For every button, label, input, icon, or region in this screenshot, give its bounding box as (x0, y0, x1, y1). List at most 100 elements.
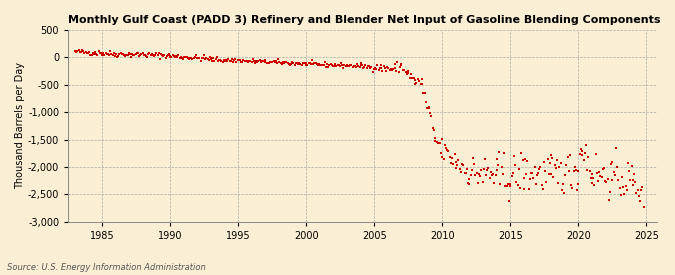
Point (126, 55, 136, 59)
Point (306, 61, 317, 66)
Point (561, 163, 572, 167)
Point (496, 164, 507, 169)
Point (338, 65, 349, 70)
Point (219, 59, 230, 64)
Point (358, 66, 369, 71)
Point (545, 161, 556, 166)
Point (567, 185, 578, 190)
Point (434, 141, 445, 145)
Point (531, 182, 541, 186)
Point (423, 105, 434, 109)
Point (348, 64, 359, 68)
Point (244, 59, 254, 63)
Point (479, 157, 490, 161)
Point (80, 49, 91, 54)
Point (260, 57, 271, 62)
Point (151, 51, 162, 55)
Point (158, 54, 169, 58)
Point (92, 53, 103, 57)
Point (209, 59, 220, 64)
Point (266, 59, 277, 64)
Point (172, 54, 183, 59)
Point (509, 154, 520, 158)
Point (298, 61, 308, 65)
Point (205, 55, 215, 60)
Point (410, 81, 421, 86)
Point (518, 187, 529, 191)
Point (493, 163, 504, 167)
Point (303, 61, 314, 66)
Point (79, 51, 90, 55)
Point (288, 61, 299, 65)
Point (318, 62, 329, 67)
Point (140, 54, 151, 59)
Point (416, 82, 427, 87)
Point (545, 172, 556, 177)
Point (109, 53, 120, 58)
Point (350, 64, 360, 68)
Point (138, 53, 149, 58)
Point (495, 182, 506, 186)
Point (444, 154, 455, 159)
Point (574, 152, 585, 156)
Point (237, 60, 248, 64)
Point (82, 51, 93, 55)
Point (562, 155, 573, 159)
Point (142, 54, 153, 59)
Point (539, 160, 549, 164)
Point (549, 163, 560, 167)
Point (404, 76, 415, 80)
Point (619, 191, 630, 196)
Point (242, 58, 252, 63)
Point (457, 162, 468, 167)
Point (471, 171, 482, 175)
Point (310, 61, 321, 65)
Point (459, 170, 470, 175)
Point (631, 191, 642, 195)
Point (327, 64, 338, 68)
Point (579, 150, 590, 155)
Point (179, 54, 190, 59)
Point (333, 63, 344, 67)
Point (282, 61, 293, 65)
Point (98, 51, 109, 56)
Point (269, 60, 280, 64)
Point (251, 58, 262, 63)
Point (160, 56, 171, 60)
Point (612, 165, 622, 170)
Point (576, 147, 587, 152)
Point (605, 162, 616, 166)
Point (448, 162, 459, 166)
Point (136, 52, 146, 57)
Point (373, 67, 384, 72)
Point (607, 160, 618, 164)
Point (639, 205, 649, 210)
Point (477, 180, 488, 184)
Point (215, 57, 225, 62)
Point (439, 143, 450, 147)
Point (540, 169, 551, 174)
Point (229, 58, 240, 62)
Point (618, 185, 628, 189)
Point (491, 168, 502, 172)
Point (602, 177, 613, 182)
Point (508, 171, 518, 175)
Point (353, 63, 364, 68)
Point (267, 60, 278, 64)
Point (529, 165, 540, 169)
Point (614, 186, 625, 191)
Point (454, 167, 465, 171)
Point (217, 59, 228, 64)
Point (247, 57, 258, 61)
Point (391, 69, 402, 73)
Point (221, 57, 232, 62)
Point (394, 70, 404, 75)
Point (414, 78, 425, 83)
Point (460, 171, 471, 175)
Point (165, 54, 176, 59)
Point (286, 61, 296, 66)
Point (596, 175, 607, 179)
Point (274, 60, 285, 64)
Point (120, 54, 131, 59)
Point (550, 166, 561, 170)
